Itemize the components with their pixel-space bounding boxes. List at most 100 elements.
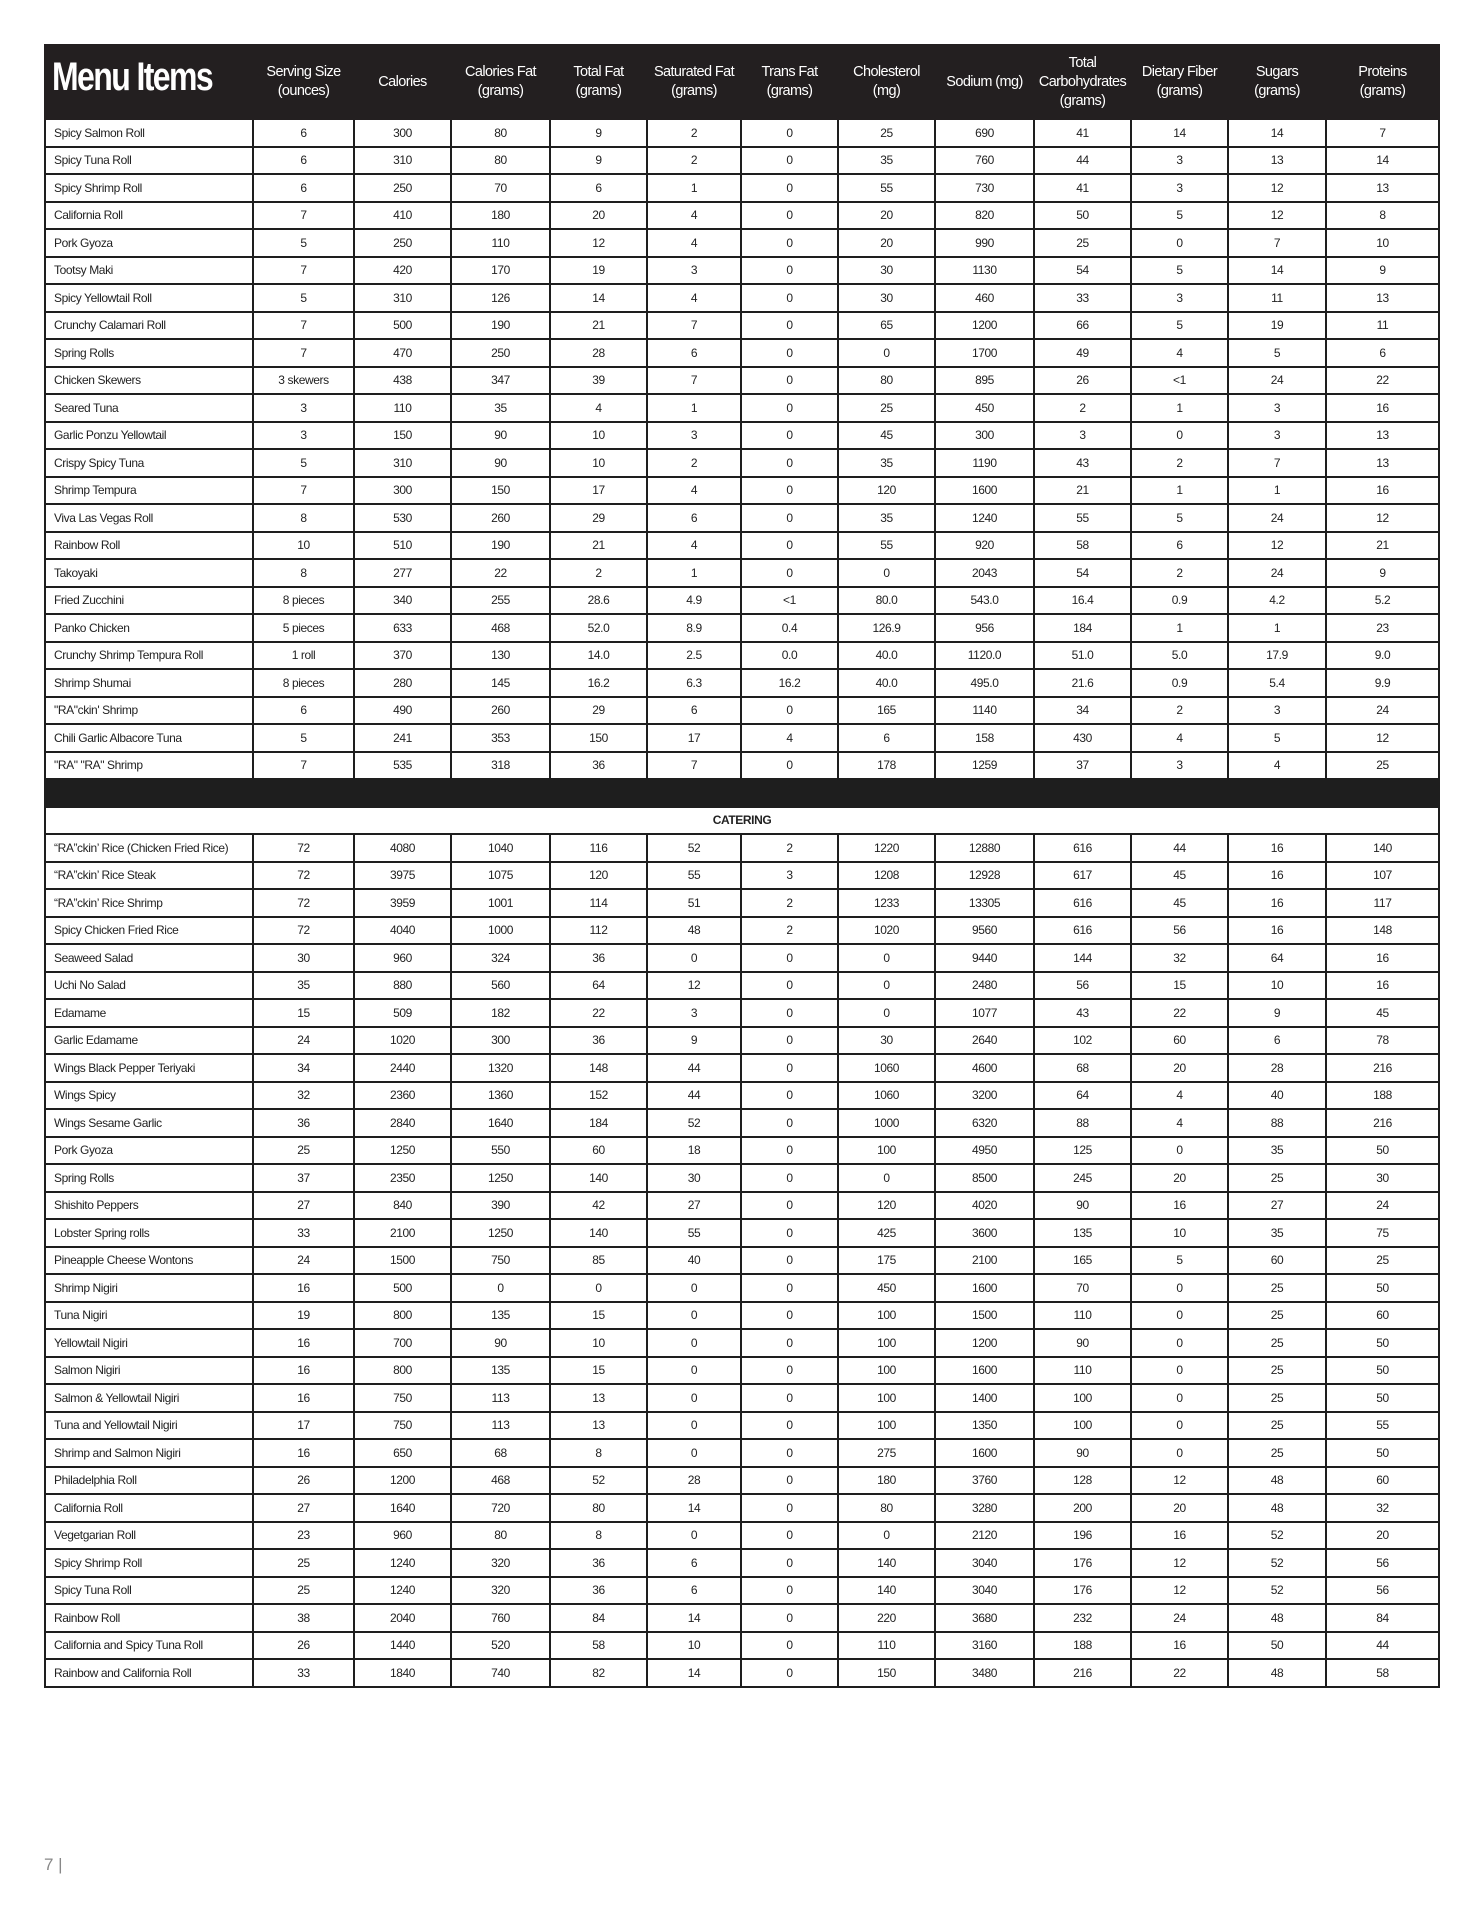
value-cell: 52 [1227,1575,1327,1605]
table-row: Pineapple Cheese Wontons 24 1500 750 85 40 0 17… [44,1245,1440,1275]
value-cell: 4040 [353,915,452,945]
value-cell: 32 [1325,1493,1440,1523]
value-cell: 12 [1130,1465,1229,1495]
value-cell: 1200 [934,1328,1035,1358]
value-cell: 72 [252,888,355,918]
value-cell: 4600 [934,1053,1035,1083]
value-cell: 2 [646,145,742,175]
value-cell: 9 [1227,998,1327,1028]
value-cell: 8 [252,503,355,533]
table-row: Shishito Peppers 27 840 390 42 27 0 120 4020 90 16… [44,1190,1440,1220]
value-cell: 9 [549,145,648,175]
value-cell: 50 [1325,1273,1440,1303]
value-cell: 6 [252,173,355,203]
value-cell: 535 [353,750,452,780]
value-cell: 50 [1227,1630,1327,1660]
value-cell: 0 [1130,1328,1229,1358]
value-cell: 14 [1130,118,1229,148]
value-cell: 100 [837,1383,936,1413]
value-cell: 22 [1130,1658,1229,1688]
value-cell: 24 [1325,695,1440,725]
value-cell: 0 [740,393,839,423]
value-cell: 24 [1130,1603,1229,1633]
item-name-cell: “RA”ckin’ Rice Steak [44,860,254,890]
value-cell: 50 [1325,1383,1440,1413]
column-header: Sodium (mg) [934,44,1035,120]
value-cell: 0 [646,943,742,973]
value-cell: 0 [740,475,839,505]
value-cell: 0 [450,1273,551,1303]
value-cell: 16 [1227,860,1327,890]
value-cell: 1060 [837,1080,936,1110]
value-cell: 7 [646,750,742,780]
value-cell: 220 [837,1603,936,1633]
value-cell: 36 [549,943,648,973]
value-cell: 110 [353,393,452,423]
value-cell: 4 [646,475,742,505]
value-cell: 750 [353,1410,452,1440]
value-cell: 25 [1227,1410,1327,1440]
value-cell: 33 [252,1218,355,1248]
value-cell: 40.0 [837,640,936,670]
value-cell: 8 pieces [252,668,355,698]
item-name-cell: Garlic Edamame [44,1025,254,1055]
value-cell: 140 [549,1218,648,1248]
value-cell: 1208 [837,860,936,890]
value-cell: 4 [646,530,742,560]
value-cell: 9560 [934,915,1035,945]
value-cell: 3 [1130,283,1229,313]
value-cell: 0 [837,558,936,588]
value-cell: 0 [740,365,839,395]
column-header: Saturated Fat (grams) [646,44,742,120]
value-cell: 3600 [934,1218,1035,1248]
value-cell: 7 [252,338,355,368]
value-cell: 720 [450,1493,551,1523]
value-cell: 14 [549,283,648,313]
value-cell: 5 [1130,255,1229,285]
value-cell: 500 [353,310,452,340]
value-cell: 45 [837,420,936,450]
value-cell: 35 [837,448,936,478]
value-cell: 25 [1325,1245,1440,1275]
value-cell: 1 [646,173,742,203]
value-cell: 20 [837,200,936,230]
value-cell: 48 [1227,1493,1327,1523]
table-row: Shrimp Shumai 8 pieces 280 145 16.2 6.3 16.2 40… [44,668,1440,698]
section-divider [44,778,1440,808]
table-row: Rainbow Roll 38 2040 760 84 14 0 220 3680 232 24 48… [44,1603,1440,1633]
value-cell: 1500 [934,1300,1035,1330]
item-name-cell: "RA"ckin' Shrimp [44,695,254,725]
value-cell: 2350 [353,1163,452,1193]
value-cell: 52 [646,1108,742,1138]
value-cell: 0 [740,1300,839,1330]
value-cell: 6 [252,145,355,175]
value-cell: 110 [1033,1355,1132,1385]
value-cell: 310 [353,448,452,478]
value-cell: 126.9 [837,613,936,643]
value-cell: 56 [1325,1575,1440,1605]
catering-section-header: CATERING [44,805,1440,835]
value-cell: 43 [1033,448,1132,478]
value-cell: 956 [934,613,1035,643]
value-cell: 16 [1130,1520,1229,1550]
value-cell: 15 [549,1300,648,1330]
value-cell: 425 [837,1218,936,1248]
value-cell: 275 [837,1438,936,1468]
value-cell: 468 [450,1465,551,1495]
value-cell: 530 [353,503,452,533]
value-cell: 14 [646,1658,742,1688]
value-cell: 35 [252,970,355,1000]
value-cell: 1200 [353,1465,452,1495]
value-cell: 3 [1033,420,1132,450]
value-cell: 145 [450,668,551,698]
value-cell: 41 [1033,173,1132,203]
value-cell: 760 [934,145,1035,175]
value-cell: 9.9 [1325,668,1440,698]
value-cell: 7 [252,200,355,230]
table-row: Salmon Nigiri 16 800 135 15 0 0 100 1600 110 0 25 50 [44,1355,1440,1385]
value-cell: 0 [837,970,936,1000]
value-cell: 800 [353,1355,452,1385]
table-row: “RA”ckin’ Rice (Chicken Fried Rice) 72 408… [44,833,1440,863]
nutrition-table: Menu Items Serving Size (ounces) Calories… [44,44,1440,1688]
value-cell: 6320 [934,1108,1035,1138]
